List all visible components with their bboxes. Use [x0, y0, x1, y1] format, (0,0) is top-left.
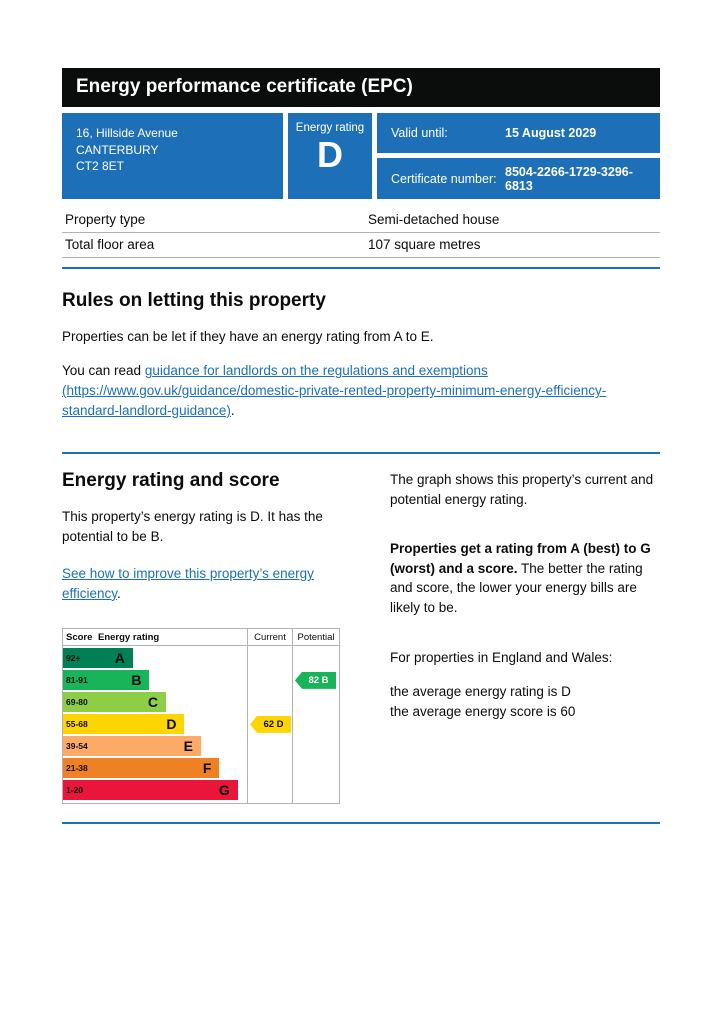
rating-band-row-b: 81-91 B — [63, 670, 247, 691]
rating-band-bar-e: 39-54 E — [63, 736, 201, 757]
chart-header-current: Current — [247, 629, 292, 647]
section-divider — [62, 452, 660, 455]
band-score-range: 92+ — [66, 653, 81, 664]
property-type-label: Property type — [65, 212, 146, 228]
rules-intro-text: Properties can be let if they have an en… — [62, 328, 434, 344]
improve-suffix: . — [117, 585, 121, 601]
energy-rating-label: Energy rating — [295, 121, 365, 134]
rating-summary-text: This property’s energy rating is D. It h… — [62, 509, 323, 544]
section-divider — [62, 822, 660, 825]
improve-text: See how to improve this property’s energ… — [62, 564, 340, 603]
band-score-range: 39-54 — [66, 741, 88, 752]
section-divider — [62, 266, 660, 269]
rating-band-bar-b: 81-91 B — [63, 670, 150, 691]
rating-band-row-e: 39-54 E — [63, 736, 247, 757]
certificate-meta: Valid until: 15 August 2029 Certificate … — [377, 112, 660, 199]
rating-band-bar-a: 92+ A — [63, 648, 133, 669]
page-title: Energy performance certificate (EPC) — [76, 76, 413, 97]
certificate-title-banner: Energy performance certificate (EPC) — [62, 68, 660, 107]
valid-until-value: 15 August 2029 — [505, 126, 597, 141]
guidance-suffix: . — [230, 402, 235, 418]
guidance-prefix: You can read — [62, 363, 145, 379]
rating-bands: 92+ A 81-91 B 69-80 C 55-68 D 39-54 E 21-38 F 1-20 G — [63, 646, 247, 803]
rating-band-row-a: 92+ A — [63, 648, 247, 669]
average-rating-text: the average energy rating is D — [390, 684, 571, 700]
table-row: Total floor area 107 square metres — [62, 233, 660, 258]
landlord-guidance-link[interactable]: guidance for landlords on the regulation… — [62, 363, 607, 418]
region-text: For properties in England and Wales: — [390, 649, 613, 665]
rating-explain-rest: The better the rating and score, the low… — [390, 560, 643, 615]
chart-header-left: Score Energy rating — [63, 629, 247, 647]
band-letter: F — [202, 760, 212, 777]
rating-explanation-column: The graph shows this property’s current … — [390, 470, 660, 804]
rating-band-bar-f: 21-38 F — [63, 758, 220, 779]
band-letter: E — [183, 738, 193, 755]
energy-rating-box: Energy rating D — [288, 112, 372, 199]
chart-header-rating: Energy rating — [98, 631, 160, 643]
energy-rating-value: D — [317, 133, 343, 175]
potential-rating-arrow: 82 B — [295, 671, 336, 689]
property-details-table: Property type Semi-detached house Total … — [62, 208, 660, 258]
band-score-range: 69-80 — [66, 697, 88, 708]
band-letter: D — [166, 716, 177, 733]
address-line-2: CANTERBURY — [76, 142, 159, 157]
certificate-summary: 16, Hillside Avenue CANTERBURY CT2 8ET E… — [62, 112, 660, 199]
rules-guidance-text: You can read guidance for landlords on t… — [62, 361, 660, 420]
band-score-range: 1-20 — [66, 785, 84, 796]
potential-rating-column: 82 B — [292, 646, 339, 804]
table-row: Property type Semi-detached house — [62, 208, 660, 233]
energy-rating-chart: Score Energy rating Current Potential 92… — [62, 628, 340, 805]
current-rating-column: 62 D — [247, 646, 292, 804]
rating-explain-text: Properties get a rating from A (best) to… — [390, 539, 660, 617]
current-rating-arrow: 62 D — [250, 715, 291, 733]
improve-efficiency-link[interactable]: See how to improve this property’s energ… — [62, 566, 314, 601]
band-letter: A — [114, 650, 125, 667]
certificate-number-label: Certificate number: — [391, 171, 497, 186]
rating-band-row-f: 21-38 F — [63, 758, 247, 779]
certificate-number-value: 8504-2266-1729-3296-6813 — [505, 164, 633, 193]
rating-band-bar-g: 1-20 G — [63, 780, 238, 801]
valid-until-bar: Valid until: 15 August 2029 — [377, 112, 660, 154]
chart-header-potential: Potential — [292, 629, 339, 647]
rules-heading: Rules on letting this property — [62, 289, 326, 311]
band-letter: G — [218, 782, 230, 799]
band-score-range: 21-38 — [66, 763, 88, 774]
band-letter: B — [131, 672, 142, 689]
chart-header-score: Score — [66, 631, 93, 643]
band-score-range: 81-91 — [66, 675, 88, 686]
rating-band-bar-d: 55-68 D — [63, 714, 185, 735]
energy-rating-section: Energy rating and score This property’s … — [62, 454, 660, 805]
floor-area-label: Total floor area — [65, 237, 155, 253]
address-line-3: CT2 8ET — [76, 159, 125, 174]
average-score-text: the average energy score is 60 — [390, 703, 576, 719]
rules-section: Rules on letting this property Propertie… — [62, 290, 660, 420]
rating-score-heading: Energy rating and score — [62, 470, 280, 492]
rating-band-row-g: 1-20 G — [63, 780, 247, 801]
graph-intro-text: The graph shows this property’s current … — [390, 472, 654, 507]
address-line-1: 16, Hillside Avenue — [76, 125, 178, 140]
property-type-value: Semi-detached house — [368, 212, 500, 228]
property-address: 16, Hillside Avenue CANTERBURY CT2 8ET — [62, 112, 283, 199]
band-score-range: 55-68 — [66, 719, 88, 730]
rating-band-bar-c: 69-80 C — [63, 692, 167, 713]
rating-explain-bold: Properties get a rating from A (best) to… — [390, 541, 651, 576]
rating-band-row-d: 55-68 D — [63, 714, 247, 735]
valid-until-label: Valid until: — [391, 126, 448, 141]
rating-score-column: Energy rating and score This property’s … — [62, 470, 340, 805]
band-letter: C — [147, 694, 159, 711]
rating-band-row-c: 69-80 C — [63, 692, 247, 713]
floor-area-value: 107 square metres — [368, 237, 481, 253]
certificate-number-bar: Certificate number: 8504-2266-1729-3296-… — [377, 158, 660, 199]
